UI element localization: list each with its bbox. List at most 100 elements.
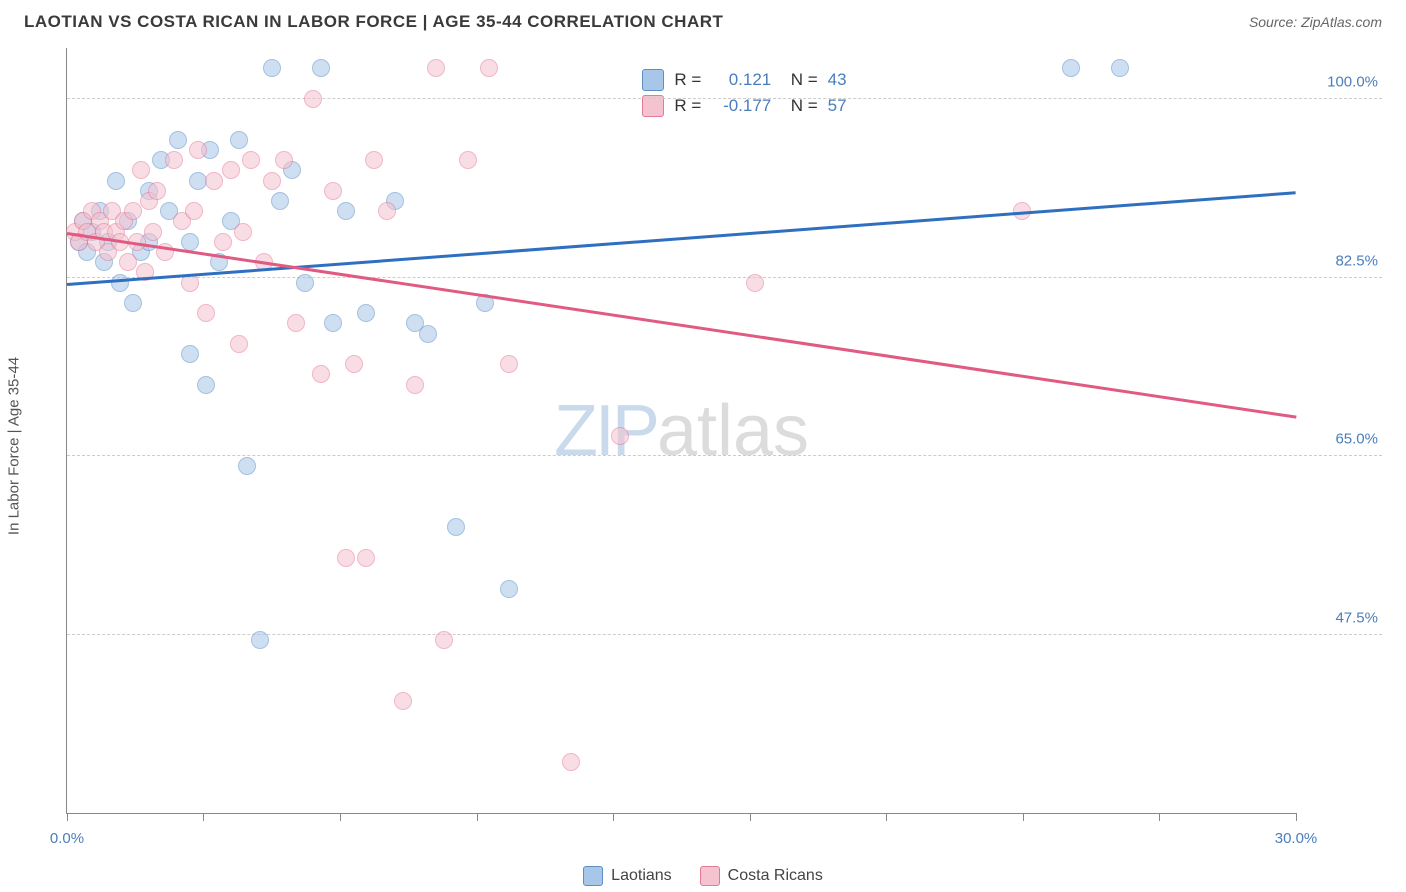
data-point [242, 151, 260, 169]
data-point [263, 59, 281, 77]
data-point [406, 376, 424, 394]
data-point [214, 233, 232, 251]
corr-n-label: N = [781, 70, 817, 90]
data-point [746, 274, 764, 292]
data-point [271, 192, 289, 210]
series-legend: Laotians Costa Ricans [0, 866, 1406, 886]
chart-title: LAOTIAN VS COSTA RICAN IN LABOR FORCE | … [24, 12, 723, 32]
plot-area: ZIPatlas R =0.121 N =43R =-0.177 N =57 4… [66, 48, 1296, 814]
data-point [263, 172, 281, 190]
x-tick [750, 813, 751, 821]
x-tick [886, 813, 887, 821]
data-point [480, 59, 498, 77]
y-tick-label: 65.0% [1335, 431, 1378, 448]
data-point [148, 182, 166, 200]
legend-label: Laotians [611, 867, 672, 885]
data-point [230, 335, 248, 353]
data-point [107, 172, 125, 190]
data-point [205, 172, 223, 190]
data-point [251, 631, 269, 649]
data-point [181, 233, 199, 251]
x-tick [67, 813, 68, 821]
data-point [238, 457, 256, 475]
data-point [296, 274, 314, 292]
legend-swatch [583, 866, 603, 886]
watermark: ZIPatlas [554, 390, 809, 472]
data-point [312, 59, 330, 77]
x-tick [1023, 813, 1024, 821]
data-point [111, 274, 129, 292]
data-point [275, 151, 293, 169]
data-point [459, 151, 477, 169]
source-attribution: Source: ZipAtlas.com [1249, 14, 1382, 30]
data-point [1062, 59, 1080, 77]
data-point [181, 345, 199, 363]
x-tick [613, 813, 614, 821]
x-tick [1159, 813, 1160, 821]
data-point [124, 294, 142, 312]
data-point [169, 131, 187, 149]
watermark-left: ZIP [554, 391, 657, 471]
correlation-legend: R =0.121 N =43R =-0.177 N =57 [632, 63, 867, 123]
data-point [119, 253, 137, 271]
y-axis-label: In Labor Force | Age 35-44 [6, 357, 23, 535]
corr-r-label: R = [674, 96, 701, 116]
legend-item: Laotians [583, 866, 672, 886]
x-tick [203, 813, 204, 821]
data-point [197, 304, 215, 322]
data-point [345, 355, 363, 373]
data-point [132, 161, 150, 179]
gridline-h [67, 277, 1382, 278]
corr-n-value: 43 [828, 70, 858, 90]
data-point [447, 518, 465, 536]
data-point [234, 223, 252, 241]
data-point [357, 304, 375, 322]
chart-container: In Labor Force | Age 35-44 ZIPatlas R =0… [24, 48, 1382, 844]
data-point [124, 202, 142, 220]
corr-n-value: 57 [828, 96, 858, 116]
data-point [230, 131, 248, 149]
data-point [1111, 59, 1129, 77]
data-point [611, 427, 629, 445]
data-point [435, 631, 453, 649]
corr-r-value: 0.121 [711, 70, 771, 90]
legend-swatch [642, 69, 664, 91]
data-point [165, 151, 183, 169]
data-point [312, 365, 330, 383]
data-point [500, 355, 518, 373]
corr-legend-row: R =0.121 N =43 [642, 67, 857, 93]
data-point [287, 314, 305, 332]
data-point [365, 151, 383, 169]
gridline-h [67, 98, 1382, 99]
data-point [185, 202, 203, 220]
x-tick-label: 0.0% [50, 830, 84, 847]
data-point [222, 161, 240, 179]
data-point [189, 141, 207, 159]
gridline-h [67, 455, 1382, 456]
data-point [324, 182, 342, 200]
x-tick [1296, 813, 1297, 821]
data-point [144, 223, 162, 241]
data-point [500, 580, 518, 598]
data-point [304, 90, 322, 108]
trend-line [67, 232, 1296, 418]
watermark-right: atlas [657, 391, 809, 471]
data-point [394, 692, 412, 710]
x-tick [477, 813, 478, 821]
data-point [419, 325, 437, 343]
data-point [189, 172, 207, 190]
trend-line [67, 191, 1296, 285]
legend-item: Costa Ricans [700, 866, 823, 886]
x-tick-label: 30.0% [1275, 830, 1318, 847]
data-point [427, 59, 445, 77]
data-point [378, 202, 396, 220]
data-point [197, 376, 215, 394]
legend-swatch [700, 866, 720, 886]
y-tick-label: 100.0% [1327, 74, 1378, 91]
data-point [337, 202, 355, 220]
data-point [357, 549, 375, 567]
corr-n-label: N = [781, 96, 817, 116]
legend-label: Costa Ricans [728, 867, 823, 885]
y-tick-label: 47.5% [1335, 609, 1378, 626]
data-point [562, 753, 580, 771]
